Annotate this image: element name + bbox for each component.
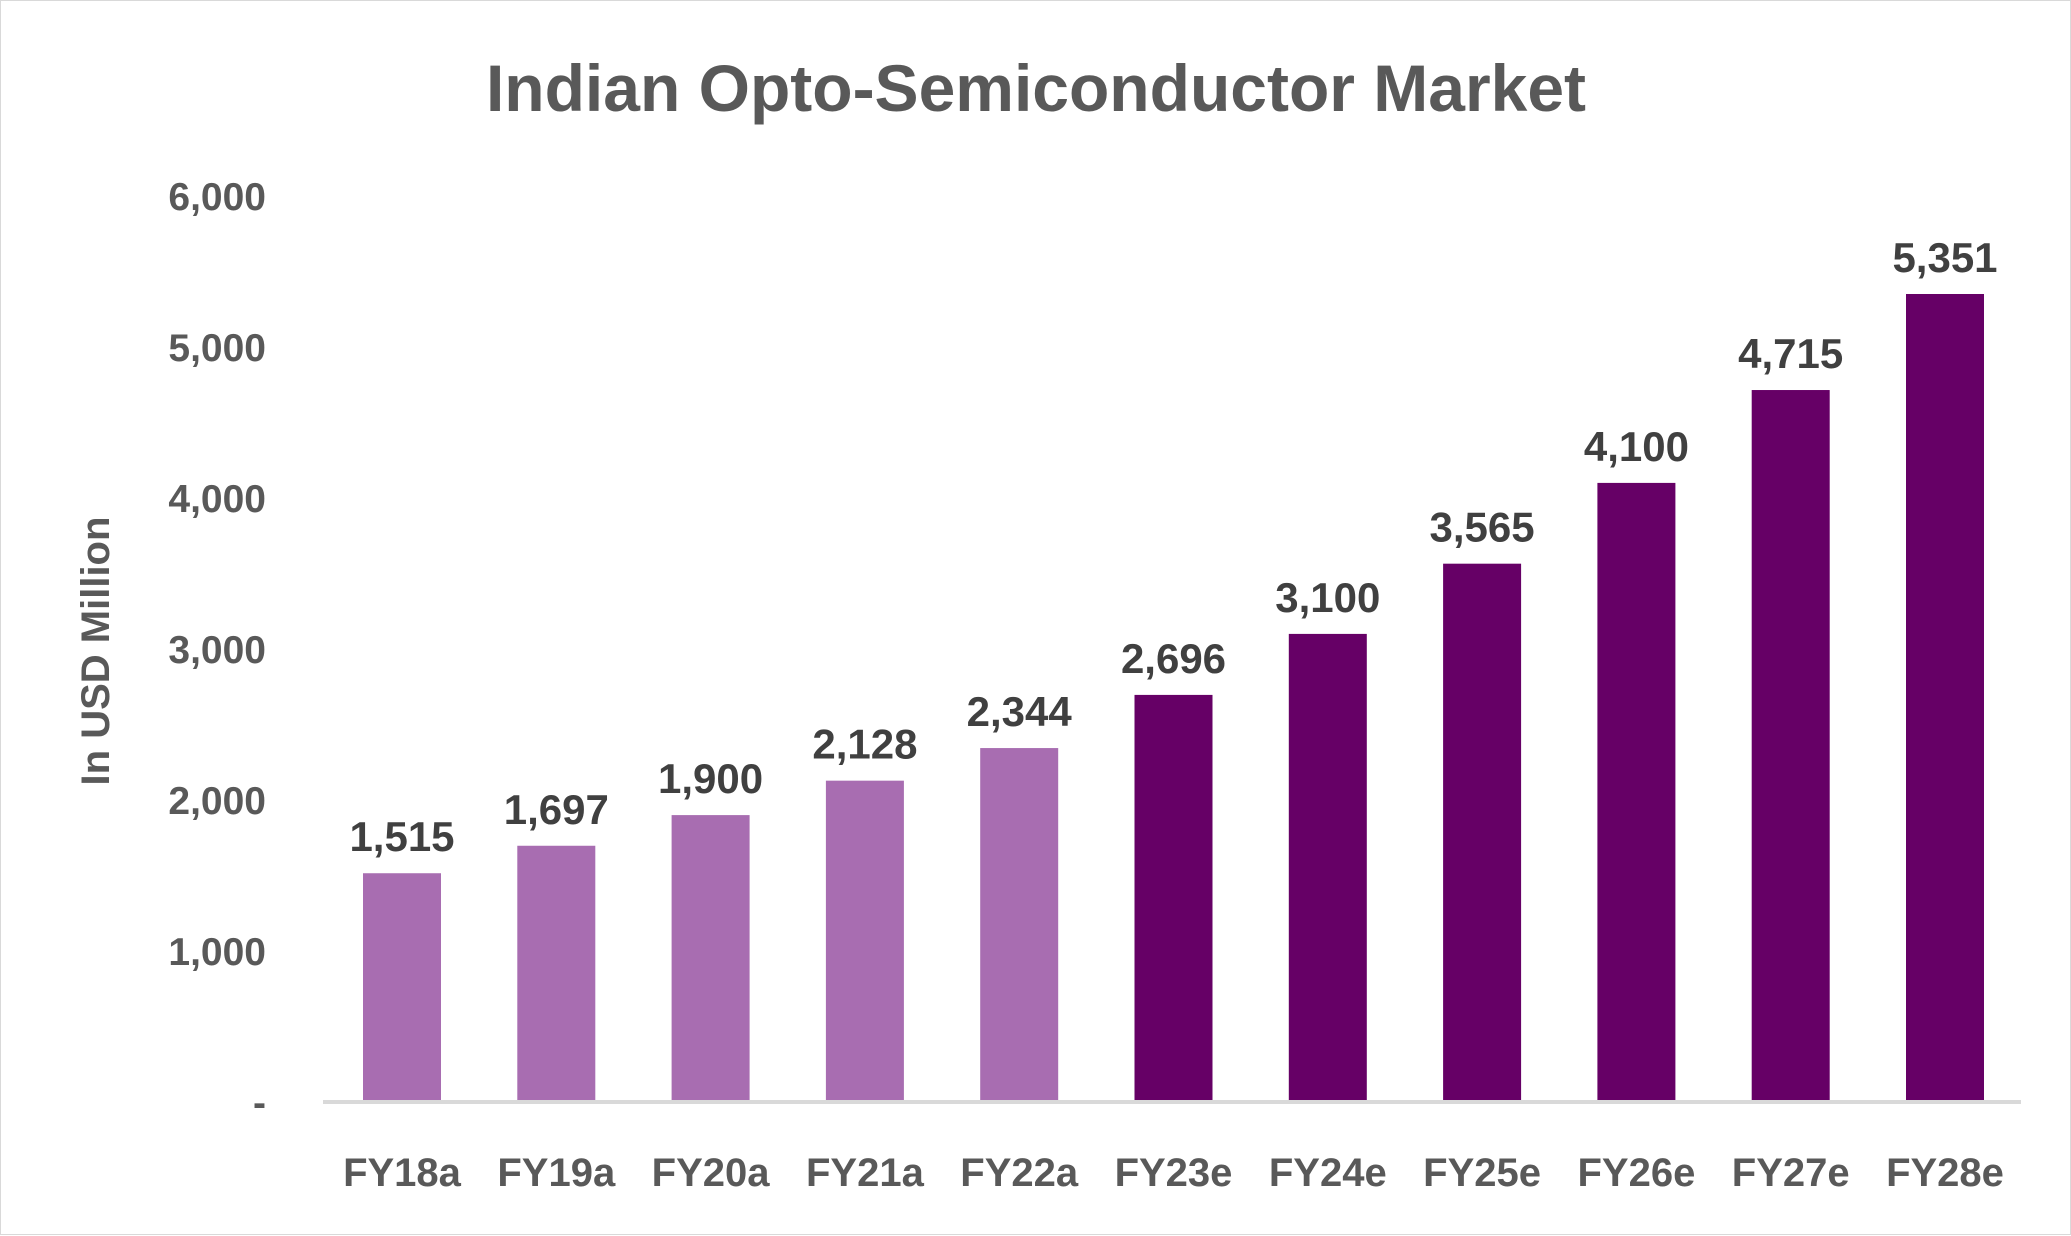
x-tick-label: FY25e — [1423, 1151, 1541, 1195]
bars-group — [363, 293, 1984, 1102]
y-axis-label: In USD Million — [74, 517, 118, 786]
y-tick-label: 1,000 — [168, 931, 266, 974]
x-axis-ticks: FY18a FY19a FY20a FY21a FY22a FY23e FY24e FY25e… — [343, 1151, 2004, 1195]
y-tick-label: 6,000 — [168, 176, 266, 219]
x-tick-label: FY24e — [1269, 1151, 1387, 1195]
bar-fy21a — [825, 780, 904, 1102]
bar-fy24e — [1288, 633, 1367, 1102]
bar-fy26e — [1597, 482, 1676, 1102]
data-label: 2,128 — [812, 721, 917, 768]
y-tick-label: - — [253, 1082, 266, 1125]
y-tick-label: 5,000 — [168, 327, 266, 370]
x-tick-label: FY19a — [497, 1151, 616, 1195]
bar-fy19a — [517, 845, 596, 1102]
data-label: 2,696 — [1121, 635, 1226, 682]
bar-fy20a — [671, 815, 750, 1102]
data-label: 3,100 — [1275, 574, 1380, 621]
bar-fy18a — [363, 873, 441, 1102]
x-tick-label: FY21a — [806, 1151, 925, 1195]
y-tick-label: 4,000 — [168, 478, 266, 521]
data-label: 2,344 — [967, 688, 1073, 735]
x-tick-label: FY22a — [960, 1151, 1079, 1195]
chart-title: Indian Opto-Semiconductor Market — [486, 51, 1586, 125]
data-label: 1,515 — [349, 813, 454, 860]
data-label: 3,565 — [1430, 504, 1535, 551]
x-tick-label: FY18a — [343, 1151, 462, 1195]
y-tick-label: 2,000 — [168, 780, 266, 823]
bar-fy25e — [1443, 563, 1522, 1102]
x-tick-label: FY28e — [1886, 1151, 2004, 1195]
x-tick-label: FY27e — [1732, 1151, 1850, 1195]
data-labels-group: 1,515 1,697 1,900 2,128 2,344 2,696 3,100 3,565… — [349, 234, 1997, 860]
data-label: 1,900 — [658, 755, 763, 802]
data-label: 1,697 — [504, 786, 609, 833]
data-label: 4,715 — [1738, 330, 1843, 377]
data-label: 5,351 — [1892, 234, 1997, 281]
x-tick-label: FY23e — [1115, 1151, 1233, 1195]
bar-fy28e — [1906, 293, 1984, 1102]
y-axis-ticks: - 1,000 2,000 3,000 4,000 5,000 6,000 — [168, 176, 266, 1125]
x-tick-label: FY20a — [652, 1151, 771, 1195]
bar-fy22a — [980, 748, 1059, 1102]
bar-fy23e — [1134, 694, 1213, 1102]
x-tick-label: FY26e — [1577, 1151, 1695, 1195]
bar-fy27e — [1751, 390, 1830, 1102]
y-tick-label: 3,000 — [168, 629, 266, 672]
data-label: 4,100 — [1584, 423, 1689, 470]
